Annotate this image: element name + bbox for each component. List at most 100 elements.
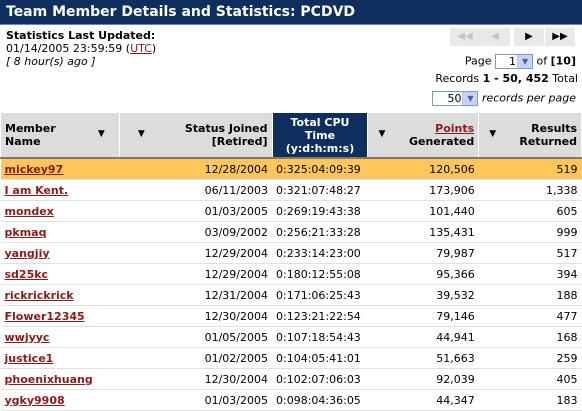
sort-down-icon[interactable]: ▼ xyxy=(137,129,145,139)
sort-down-icon[interactable]: ▼ xyxy=(97,129,105,139)
member-cell: phoenixhuang xyxy=(0,368,120,390)
results-cell: 183 xyxy=(478,389,582,411)
member-cell: yangjiy xyxy=(0,242,120,264)
member-link[interactable]: mickey97 xyxy=(4,162,64,176)
cpu-cell: 0:107:18:54:43 xyxy=(272,326,368,348)
points-cell: 79,987 xyxy=(367,242,479,264)
per-page-value: 50 xyxy=(447,92,462,105)
next-page-button[interactable]: ▶ xyxy=(514,28,544,46)
member-cell: mondex xyxy=(0,200,120,222)
member-link[interactable]: justice1 xyxy=(4,351,54,365)
results-cell: 188 xyxy=(478,284,582,306)
cpu-cell: 0:123:21:22:54 xyxy=(272,305,368,327)
points-cell: 44,347 xyxy=(367,389,479,411)
cpu-cell: 0:321:07:48:27 xyxy=(272,179,368,201)
member-cell: I am Kent. xyxy=(0,179,120,201)
first-page-button[interactable]: ◀◀ xyxy=(450,28,480,46)
points-cell: 173,906 xyxy=(367,179,479,201)
records-row: Records 1 - 50, 452 Total xyxy=(435,72,578,85)
table-row: pkmaq 03/09/2002 0:256:21:33:28 135,431 … xyxy=(0,221,582,243)
points-cell: 79,146 xyxy=(367,305,479,327)
stats-ago: [ 8 hour(s) ago ] xyxy=(6,55,96,68)
page-select-value: 1 xyxy=(509,55,517,68)
member-link[interactable]: wwjyyc xyxy=(4,330,50,344)
records-label: Records xyxy=(435,72,480,85)
joined-cell: 12/29/2004 xyxy=(119,263,272,285)
col-points-generated[interactable]: ▼ Points Generated xyxy=(367,112,480,159)
member-link[interactable]: rickrickrick xyxy=(4,288,74,302)
points-sort-link[interactable]: Points xyxy=(435,122,475,135)
cpu-cell: 0:256:21:33:28 xyxy=(272,221,368,243)
stats-panel: Statistics Last Updated: 01/14/2005 23:5… xyxy=(6,29,156,68)
member-link[interactable]: phoenixhuang xyxy=(4,372,93,386)
results-cell: 605 xyxy=(478,200,582,222)
table-row: justice1 01/02/2005 0:104:05:41:01 51,66… xyxy=(0,347,582,369)
table-row: wwjyyc 01/05/2005 0:107:18:54:43 44,941 … xyxy=(0,326,582,348)
records-total-label: Total xyxy=(552,72,578,85)
joined-cell: 01/03/2005 xyxy=(119,200,272,222)
joined-cell: 01/05/2005 xyxy=(119,326,272,348)
sort-down-icon[interactable]: ▼ xyxy=(378,129,386,139)
member-cell: ygky9908 xyxy=(0,389,120,411)
joined-cell: 12/28/2004 xyxy=(119,158,272,180)
col-member-name[interactable]: Member Name ▼ xyxy=(0,112,120,159)
cpu-cell: 0:104:05:41:01 xyxy=(272,347,368,369)
member-link[interactable]: pkmaq xyxy=(4,225,47,239)
ago-value: 8 hour(s) ago xyxy=(13,55,88,68)
records-range: 1 - 50, 452 xyxy=(482,72,549,85)
col-total-cpu-time[interactable]: Total CPU Time (y:d:h:m:s) xyxy=(271,112,369,159)
member-cell: justice1 xyxy=(0,347,120,369)
points-cell: 39,532 xyxy=(367,284,479,306)
table-row: Flower12345 12/30/2004 0:123:21:22:54 79… xyxy=(0,305,582,327)
stats-heading: Statistics Last Updated: xyxy=(6,29,156,42)
page-label: Page xyxy=(464,54,492,68)
sort-down-icon[interactable]: ▼ xyxy=(489,129,497,139)
col-results-returned[interactable]: ▼ Results Returned xyxy=(478,112,582,159)
table-row: ygky9908 01/03/2005 0:098:04:36:05 44,34… xyxy=(0,389,582,411)
joined-cell: 06/11/2003 xyxy=(119,179,272,201)
points-cell: 120,506 xyxy=(367,158,479,180)
stats-timestamp: 01/14/2005 23:59:59 (UTC) xyxy=(6,42,157,55)
chevron-down-icon: ▼ xyxy=(517,55,533,68)
joined-cell: 12/30/2004 xyxy=(119,305,272,327)
member-link[interactable]: ygky9908 xyxy=(4,393,65,407)
points-cell: 51,663 xyxy=(367,347,479,369)
total-pages: [10] xyxy=(550,54,576,68)
joined-cell: 01/03/2005 xyxy=(119,389,272,411)
results-cell: 394 xyxy=(478,263,582,285)
timestamp-value: 01/14/2005 23:59:59 xyxy=(6,42,123,55)
last-page-button[interactable]: ▶▶ xyxy=(545,28,575,46)
member-link[interactable]: sd25kc xyxy=(4,267,49,281)
col-status-joined[interactable]: ▼ Status Joined [Retired] xyxy=(118,112,273,159)
prev-page-button[interactable]: ◀ xyxy=(480,28,510,46)
member-table: Member Name ▼ ▼ Status Joined [Retired] … xyxy=(0,112,582,411)
joined-cell: 03/09/2002 xyxy=(119,221,272,243)
utc-link[interactable]: UTC xyxy=(130,42,152,55)
member-link[interactable]: yangjiy xyxy=(4,246,50,260)
member-link[interactable]: mondex xyxy=(4,204,54,218)
member-cell: rickrickrick xyxy=(0,284,120,306)
results-cell: 477 xyxy=(478,305,582,327)
joined-cell: 01/02/2005 xyxy=(119,347,272,369)
cpu-cell: 0:171:06:25:43 xyxy=(272,284,368,306)
member-cell: pkmaq xyxy=(0,221,120,243)
page-select[interactable]: 1 ▼ xyxy=(495,54,534,69)
chevron-down-icon: ▼ xyxy=(462,92,478,105)
table-row: rickrickrick 12/31/2004 0:171:06:25:43 3… xyxy=(0,284,582,306)
table-row: sd25kc 12/29/2004 0:180:12:55:08 95,366 … xyxy=(0,263,582,285)
pager-buttons: ◀◀ ◀ ▶ ▶▶ xyxy=(450,28,576,46)
points-cell: 92,039 xyxy=(367,368,479,390)
results-cell: 999 xyxy=(478,221,582,243)
per-page-select[interactable]: 50 ▼ xyxy=(432,91,479,106)
cpu-cell: 0:325:04:09:39 xyxy=(272,158,368,180)
joined-cell: 12/31/2004 xyxy=(119,284,272,306)
results-cell: 259 xyxy=(478,347,582,369)
member-link[interactable]: Flower12345 xyxy=(4,309,85,323)
results-cell: 405 xyxy=(478,368,582,390)
table-row: phoenixhuang 12/30/2004 0:102:07:06:03 9… xyxy=(0,368,582,390)
cpu-cell: 0:102:07:06:03 xyxy=(272,368,368,390)
member-link[interactable]: I am Kent. xyxy=(4,183,69,197)
points-cell: 135,431 xyxy=(367,221,479,243)
joined-cell: 12/29/2004 xyxy=(119,242,272,264)
table-row: I am Kent. 06/11/2003 0:321:07:48:27 173… xyxy=(0,179,582,201)
